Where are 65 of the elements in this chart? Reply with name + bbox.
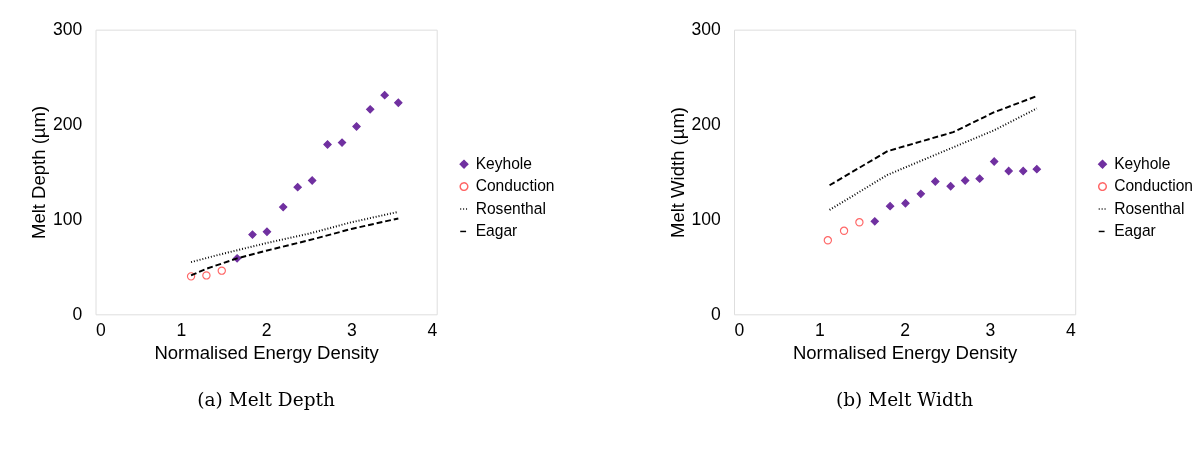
point — [352, 122, 361, 131]
point — [1004, 166, 1013, 176]
point — [839, 226, 849, 236]
point — [823, 236, 833, 245]
point — [217, 266, 226, 275]
legend-label: Conduction — [1114, 177, 1194, 195]
point — [380, 90, 389, 100]
legend-label: Rosenthal — [475, 199, 546, 217]
x-tick-label: 4 — [427, 320, 438, 341]
point — [946, 182, 955, 191]
point — [186, 272, 196, 281]
point — [365, 105, 375, 114]
line-series — [190, 217, 400, 277]
y-tick-label: 200 — [53, 113, 83, 134]
y-tick-label: 300 — [691, 19, 722, 40]
x-tick-label: 1 — [814, 320, 825, 341]
x-tick-label: 4 — [1065, 320, 1076, 341]
line-series — [828, 107, 1038, 211]
x-axis-title: Normalised Energy Density — [792, 341, 1018, 363]
legend-label: Conduction — [475, 177, 555, 195]
text: (b) Melt Width — [836, 388, 974, 410]
point — [870, 217, 879, 226]
text: (a) Melt Depth — [197, 388, 335, 410]
legend-label: Eagar — [475, 222, 518, 240]
x-tick-label: 2 — [261, 320, 272, 341]
x-tick-label: 2 — [900, 320, 910, 341]
x-axis-title: Normalised Energy Density — [154, 341, 380, 363]
y-axis-title: Melt Depth (µm) — [28, 105, 50, 240]
legend-label: Rosenthal — [1114, 199, 1185, 217]
point — [262, 227, 272, 236]
line-series — [190, 210, 400, 264]
x-tick-label: 0 — [96, 320, 107, 341]
point — [248, 230, 257, 239]
point — [202, 271, 211, 280]
x-tick-label: 3 — [347, 320, 357, 341]
point — [323, 140, 332, 149]
point — [855, 218, 864, 227]
y-tick-label: 300 — [53, 19, 83, 40]
y-tick-label: 0 — [72, 303, 83, 324]
point — [931, 177, 940, 186]
point — [916, 189, 926, 199]
x-tick-label: 0 — [734, 320, 745, 341]
point — [337, 138, 347, 147]
line-series — [828, 95, 1038, 187]
y-tick-label: 0 — [711, 303, 722, 324]
legend-label: Keyhole — [475, 155, 532, 173]
legend-label: Keyhole — [1114, 155, 1171, 173]
point — [901, 199, 910, 208]
point — [989, 157, 999, 166]
x-tick-label: 1 — [176, 320, 187, 341]
y-tick-label: 100 — [691, 208, 722, 229]
point — [1032, 164, 1042, 174]
y-tick-label: 100 — [53, 208, 83, 229]
point — [960, 176, 970, 185]
y-tick-label: 200 — [691, 113, 722, 134]
point — [975, 174, 984, 183]
point — [293, 182, 302, 192]
x-tick-label: 3 — [985, 320, 996, 341]
point — [885, 201, 895, 211]
legend-label: Eagar — [1114, 222, 1156, 240]
point — [278, 202, 288, 212]
point — [394, 98, 403, 107]
y-axis-title: Melt Width (µm) — [666, 106, 688, 238]
point — [1018, 166, 1028, 176]
point — [307, 176, 317, 185]
